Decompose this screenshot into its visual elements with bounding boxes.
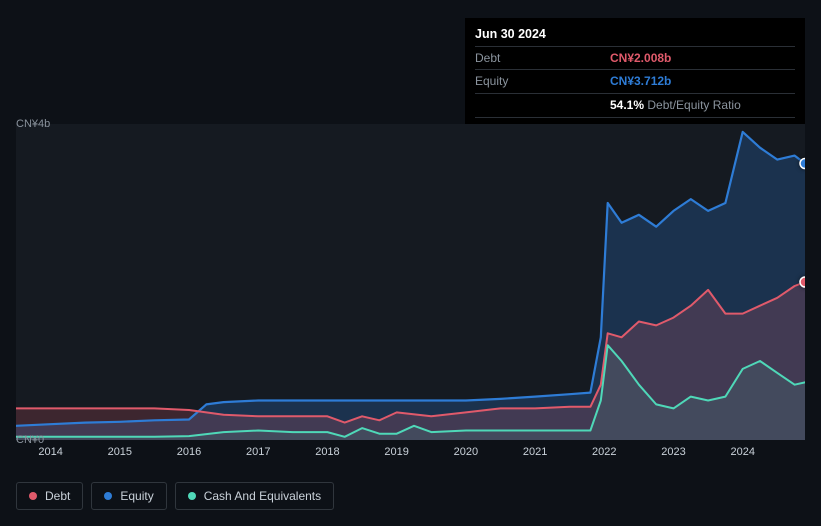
legend-item-equity[interactable]: Equity [91,482,166,510]
legend-label: Equity [120,489,153,503]
x-axis-label: 2016 [177,446,201,458]
chart-svg [16,124,805,440]
legend-item-debt[interactable]: Debt [16,482,83,510]
x-axis-label: 2021 [523,446,547,458]
legend-item-cash[interactable]: Cash And Equivalents [175,482,334,510]
tooltip-equity-value: CN¥3.712b [610,70,795,94]
x-axis-label: 2014 [38,446,62,458]
tooltip-debt-label: Debt [475,46,610,70]
tooltip-debt-value: CN¥2.008b [610,46,795,70]
debt-dot-icon [29,492,37,500]
cash-dot-icon [188,492,196,500]
x-axis-label: 2020 [454,446,478,458]
tooltip-ratio-label [475,94,610,118]
x-axis-label: 2022 [592,446,616,458]
tooltip-ratio-value: 54.1% Debt/Equity Ratio [610,94,795,118]
tooltip-date: Jun 30 2024 [475,26,795,46]
x-axis-labels: 2014 2015 2016 2017 2018 2019 2020 2021 2022 2023… [16,446,805,464]
legend: Debt Equity Cash And Equivalents [16,482,334,510]
equity-end-marker [800,159,805,169]
x-axis-label: 2023 [661,446,685,458]
debt-end-marker [800,277,805,287]
x-axis-label: 2024 [730,446,754,458]
x-axis-label: 2015 [108,446,132,458]
y-axis-label: CN¥0 [16,434,44,446]
legend-label: Cash And Equivalents [204,489,321,503]
y-axis-label: CN¥4b [16,118,50,130]
ratio-pct: 54.1% [610,98,644,112]
equity-dot-icon [104,492,112,500]
legend-label: Debt [45,489,70,503]
x-axis-label: 2017 [246,446,270,458]
tooltip-equity-label: Equity [475,70,610,94]
x-axis-label: 2018 [315,446,339,458]
x-axis-label: 2019 [384,446,408,458]
chart-area[interactable]: CN¥4bCN¥0 [16,124,805,440]
ratio-text: Debt/Equity Ratio [647,98,740,112]
